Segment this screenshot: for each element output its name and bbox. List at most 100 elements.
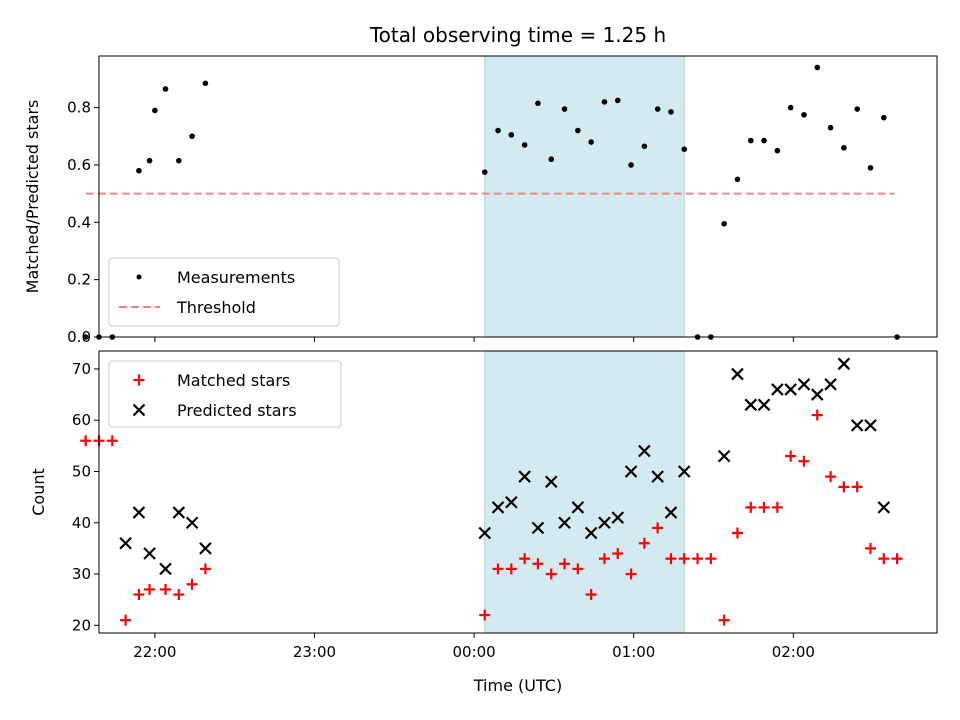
predicted-star-point bbox=[771, 383, 784, 396]
measurement-point bbox=[548, 156, 555, 163]
predicted-star-point bbox=[731, 367, 744, 381]
predicted-star-point bbox=[478, 526, 492, 540]
predicted-star-point-b bbox=[784, 383, 797, 396]
bottom-y-tick-label: 70 bbox=[72, 360, 91, 378]
predicted-star-point bbox=[571, 501, 585, 514]
measurement-point bbox=[508, 132, 515, 138]
x-axis-label: Time (UTC) bbox=[473, 676, 562, 695]
measurement-point bbox=[202, 80, 209, 87]
predicted-star-point bbox=[744, 398, 758, 412]
predicted-star-point-b bbox=[478, 526, 492, 540]
legend-measurements-marker bbox=[136, 274, 142, 280]
predicted-star-point bbox=[505, 495, 518, 509]
matched-star-point bbox=[785, 450, 797, 462]
predicted-star-point-b bbox=[744, 398, 758, 412]
predicted-star-point-b bbox=[877, 501, 891, 514]
matched-star-point bbox=[532, 558, 544, 570]
measurement-point bbox=[136, 167, 142, 174]
top-panel: 0.0 0.2 0.4 0.6 0.8 Total observing time = 1… bbox=[23, 23, 938, 346]
measurement-point bbox=[787, 104, 794, 111]
matched-star-point bbox=[545, 568, 557, 580]
bottom-x-tick-label: 22:00 bbox=[133, 643, 176, 661]
predicted-star-point bbox=[598, 516, 611, 530]
measurement-point bbox=[681, 146, 688, 152]
measurement-point bbox=[774, 147, 781, 154]
top-observing-window-shade bbox=[484, 55, 685, 338]
predicted-star-point bbox=[757, 398, 771, 412]
measurement-point bbox=[82, 334, 89, 340]
bottom-observing-window-shade bbox=[484, 350, 685, 634]
measurement-point bbox=[162, 86, 169, 92]
predicted-star-point bbox=[664, 506, 678, 519]
matched-star-point bbox=[479, 609, 491, 621]
predicted-star-point-b bbox=[584, 526, 598, 540]
matched-star-point bbox=[798, 455, 810, 467]
matched-star-point bbox=[811, 409, 823, 421]
matched-star-point bbox=[864, 542, 876, 554]
predicted-star-point-b bbox=[824, 378, 837, 391]
matched-star-point bbox=[133, 589, 145, 601]
matched-star-point bbox=[652, 522, 664, 534]
matched-star-point bbox=[585, 589, 597, 601]
predicted-stars-points bbox=[119, 357, 891, 576]
predicted-star-point bbox=[584, 526, 598, 540]
matched-star-point bbox=[199, 563, 211, 575]
measurement-point bbox=[146, 157, 153, 164]
bottom-axes-frame bbox=[98, 350, 938, 634]
measurement-point bbox=[747, 137, 754, 144]
matched-star-point bbox=[891, 553, 903, 565]
predicted-star-point-b bbox=[143, 547, 156, 560]
matched-star-point bbox=[598, 553, 610, 565]
predicted-star-point-b bbox=[199, 542, 212, 555]
measurement-point bbox=[561, 106, 568, 112]
bottom-x-tick-label: 01:00 bbox=[612, 643, 655, 661]
predicted-star-point-b bbox=[864, 419, 877, 432]
legend-predicted-label: Predicted stars bbox=[177, 401, 297, 420]
bottom-x-tick-label: 00:00 bbox=[452, 643, 495, 661]
matched-star-point bbox=[80, 435, 92, 447]
legend-measurements-label: Measurements bbox=[177, 268, 295, 287]
top-y-tick-label: 0.6 bbox=[67, 156, 91, 174]
matched-star-point bbox=[771, 501, 783, 513]
predicted-star-point bbox=[491, 501, 505, 514]
top-legend: Measurements Threshold bbox=[108, 257, 340, 327]
measurement-point bbox=[575, 127, 581, 134]
bottom-y-tick-label: 50 bbox=[72, 462, 91, 480]
measurement-point bbox=[801, 111, 807, 118]
matched-star-point bbox=[665, 553, 677, 565]
matched-star-point bbox=[718, 614, 730, 626]
top-y-tick-label: 0.0 bbox=[67, 328, 91, 346]
measurement-point bbox=[867, 165, 874, 171]
matched-star-point bbox=[851, 481, 863, 493]
predicted-star-point-b bbox=[119, 536, 132, 550]
predicted-star-point-b bbox=[132, 506, 146, 519]
legend-threshold-label: Threshold bbox=[176, 298, 256, 317]
measurement-point bbox=[495, 127, 501, 134]
bottom-y-ticks: 20 30 40 50 60 70 bbox=[72, 360, 99, 634]
measurement-point bbox=[854, 106, 860, 112]
matched-star-point bbox=[519, 553, 531, 565]
matched-star-point bbox=[838, 481, 850, 493]
matched-star-point bbox=[492, 563, 504, 575]
measurement-point bbox=[668, 109, 674, 115]
measurement-point bbox=[152, 107, 158, 114]
top-axes-frame bbox=[98, 55, 938, 338]
matched-star-point bbox=[144, 583, 156, 595]
predicted-star-point bbox=[172, 506, 186, 519]
measurement-point bbox=[654, 106, 661, 112]
predicted-star-point bbox=[864, 419, 877, 432]
bottom-y-tick-label: 20 bbox=[72, 616, 91, 634]
measurement-point bbox=[189, 133, 195, 140]
predicted-star-point bbox=[119, 536, 132, 550]
top-y-ticks: 0.0 0.2 0.4 0.6 0.8 bbox=[67, 99, 99, 346]
matched-star-point bbox=[160, 583, 172, 595]
measurement-point bbox=[481, 169, 488, 175]
predicted-star-point bbox=[159, 562, 172, 576]
predicted-star-point-b bbox=[611, 511, 625, 524]
measurement-point bbox=[827, 124, 834, 131]
matched-star-point bbox=[731, 527, 743, 539]
predicted-star-point-b bbox=[811, 388, 824, 401]
predicted-star-point-b bbox=[638, 444, 651, 458]
predicted-star-point bbox=[132, 506, 146, 519]
